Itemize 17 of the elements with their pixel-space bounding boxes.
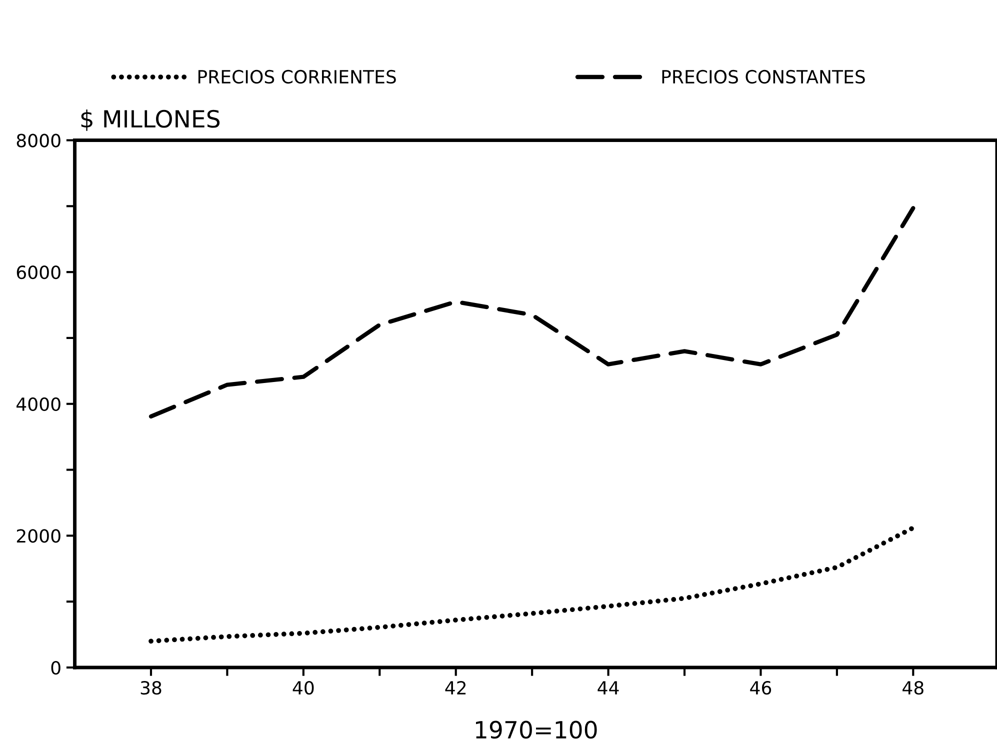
line-series [148, 206, 916, 418]
x-tick-label: 38 [140, 681, 162, 695]
y-tick-label: 4000 [16, 397, 60, 411]
legend-label: PRECIOS CONSTANTES [662, 70, 865, 84]
legend-label: PRECIOS CORRIENTES [198, 70, 396, 84]
line-series [148, 525, 916, 644]
y-tick-label: 0 [51, 660, 60, 675]
x-axis-title: 1970=100 [476, 720, 597, 739]
x-tick-label: 44 [598, 681, 619, 694]
x-tick-label: 48 [902, 681, 924, 695]
y-axis-title: $ MILLONES [81, 109, 220, 131]
x-tick-label: 46 [750, 681, 772, 695]
y-tick-label: 2000 [16, 529, 60, 543]
y-tick-label: 8000 [16, 134, 60, 148]
x-tick-label: 40 [292, 681, 314, 695]
y-tick-label: 6000 [16, 266, 60, 280]
x-tick-label: 42 [445, 681, 466, 694]
